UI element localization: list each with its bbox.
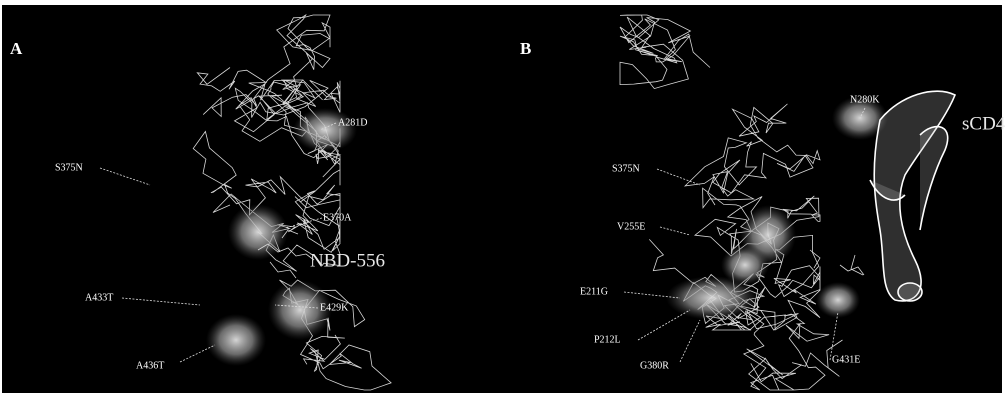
protein-label: sCD4 [962,113,1006,134]
residue-label: E370A [323,212,352,223]
residue-label: A433T [85,292,113,303]
residue-label: E429K [320,302,349,313]
residue-label: S375N [612,163,640,174]
residue-label: A436T [136,360,164,371]
ligand-label: NBD-556 [310,250,385,271]
residue-label: E211G [580,286,608,297]
residue-label: A281D [338,117,367,128]
residue-label: S375N [55,162,83,173]
residue-label: N280K [850,94,880,105]
residue-label: G431E [832,354,860,365]
residue-label: V255E [617,221,645,232]
panel-label: B [520,39,531,58]
residue-label: P212L [594,334,621,345]
figure: A A281D S375N E370A NBD-556 A433T E429K … [0,0,1008,395]
residue-label: G380R [640,360,669,371]
panel-label: A [10,39,23,58]
background [2,5,1002,393]
